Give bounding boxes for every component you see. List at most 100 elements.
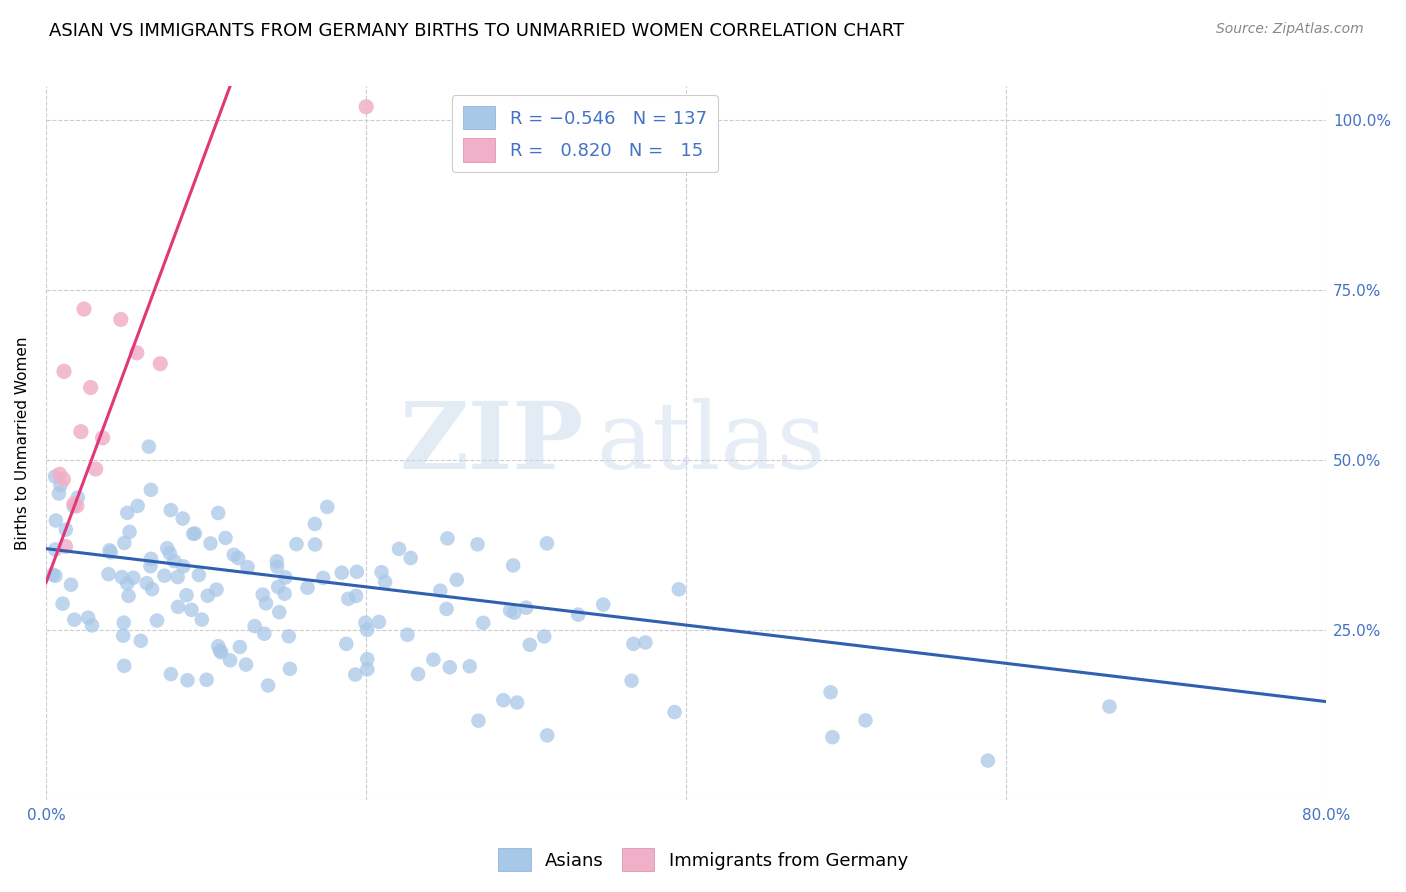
Point [252, 588, 274, 602]
Point [458, 659, 481, 673]
Point [472, 615, 495, 630]
Point [127, 499, 149, 513]
Point [370, 566, 392, 580]
Point [536, 536, 558, 550]
Point [48, 467, 70, 482]
Point [187, 568, 209, 582]
Point [335, 637, 357, 651]
Point [273, 587, 295, 601]
Point [77, 610, 100, 624]
Point [200, 536, 222, 550]
Point [55, 540, 77, 554]
Point [149, 357, 172, 371]
Point [515, 600, 537, 615]
Point [53, 364, 76, 378]
Point [439, 660, 461, 674]
Point [623, 637, 645, 651]
Point [368, 615, 391, 629]
Point [406, 667, 429, 681]
Point [274, 570, 297, 584]
Point [278, 662, 301, 676]
Point [118, 524, 141, 539]
Text: ZIP: ZIP [399, 398, 583, 488]
Point [44, 569, 66, 583]
Point [254, 596, 277, 610]
Point [115, 576, 138, 591]
Point [112, 536, 135, 550]
Point [167, 599, 190, 614]
Point [112, 629, 135, 643]
Point [269, 605, 291, 619]
Point [138, 440, 160, 454]
Point [55, 523, 77, 537]
Point [156, 541, 179, 556]
Point [49, 478, 72, 492]
Point [266, 554, 288, 568]
Point [153, 568, 176, 582]
Point [344, 589, 367, 603]
Point [139, 483, 162, 497]
Point [195, 673, 218, 687]
Point [567, 607, 589, 622]
Point [346, 565, 368, 579]
Point [73, 301, 96, 316]
Point [356, 662, 378, 676]
Point [84, 462, 107, 476]
Point [63, 613, 86, 627]
Point [429, 583, 451, 598]
Point [344, 667, 367, 681]
Point [506, 696, 529, 710]
Point [159, 546, 181, 560]
Point [139, 552, 162, 566]
Point [533, 630, 555, 644]
Point [129, 633, 152, 648]
Point [229, 640, 252, 654]
Point [160, 667, 183, 681]
Point [977, 754, 1000, 768]
Point [110, 312, 132, 326]
Point [855, 714, 877, 728]
Point [97, 567, 120, 582]
Point [141, 582, 163, 596]
Point [172, 511, 194, 525]
Point [467, 714, 489, 728]
Point [66, 491, 89, 505]
Point [66, 499, 89, 513]
Point [205, 582, 228, 597]
Point [181, 526, 204, 541]
Point [111, 570, 134, 584]
Point [503, 606, 526, 620]
Point [207, 639, 229, 653]
Point [166, 570, 188, 584]
Point [277, 629, 299, 643]
Point [502, 558, 524, 573]
Point [820, 685, 842, 699]
Point [253, 626, 276, 640]
Point [499, 603, 522, 617]
Point [312, 571, 335, 585]
Point [236, 560, 259, 574]
Point [422, 653, 444, 667]
Point [436, 532, 458, 546]
Point [135, 576, 157, 591]
Point [399, 551, 422, 566]
Point [63, 497, 86, 511]
Point [821, 730, 844, 744]
Point [337, 591, 360, 606]
Point [1098, 699, 1121, 714]
Point [209, 644, 232, 658]
Point [139, 559, 162, 574]
Point [664, 705, 686, 719]
Point [354, 615, 377, 630]
Point [536, 728, 558, 742]
Point [634, 635, 657, 649]
Legend: Asians, Immigrants from Germany: Asians, Immigrants from Germany [491, 841, 915, 879]
Point [330, 566, 353, 580]
Point [226, 551, 249, 566]
Point [235, 657, 257, 672]
Point [257, 679, 280, 693]
Point [356, 652, 378, 666]
Point [125, 346, 148, 360]
Point [304, 516, 326, 531]
Point [146, 614, 169, 628]
